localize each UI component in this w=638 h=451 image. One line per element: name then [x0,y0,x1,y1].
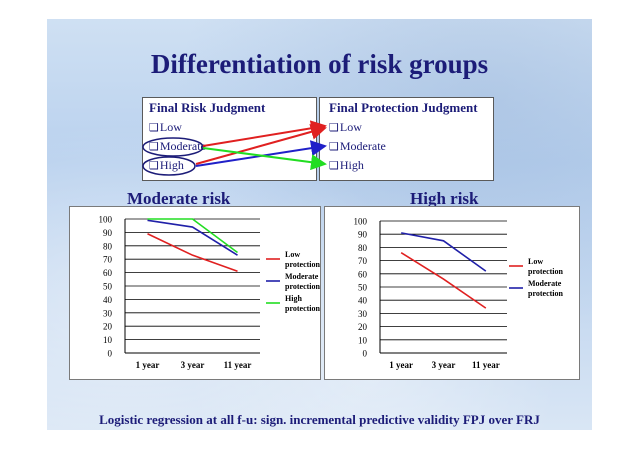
footer-note: Logistic regression at all f-u: sign. in… [99,412,540,427]
y-tick-label: 40 [358,296,368,306]
series-line [147,233,238,273]
y-tick-label: 20 [103,322,113,332]
protection-option-moderate-label: Moderate [339,139,386,153]
y-tick-label: 100 [99,215,113,225]
y-tick-label: 90 [358,230,368,240]
protection-option-moderate: ❑Moderate [329,139,386,154]
y-tick-label: 70 [103,255,113,265]
checkbox-icon: ❑ [329,159,339,172]
protection-option-low-label: Low [339,120,362,134]
risk-option-low: ❑Low [149,120,182,135]
chart-title-high-risk: High risk [410,189,479,208]
checkbox-icon: ❑ [149,121,159,134]
protection-judgment-box [319,97,494,181]
y-tick-label: 60 [358,269,368,279]
checkbox-icon: ❑ [149,140,159,153]
risk-judgment-heading: Final Risk Judgment [149,100,266,115]
risk-option-low-label: Low [159,120,182,134]
y-tick-label: 20 [358,322,368,332]
series-line [147,218,238,254]
y-tick-label: 60 [103,268,113,278]
y-tick-label: 100 [354,217,368,227]
y-tick-label: 30 [103,308,113,318]
y-tick-label: 70 [358,256,368,266]
series-line [401,232,487,272]
checkbox-icon: ❑ [149,159,159,172]
line-chart-moderate-risk: 0 10 20 30 40 50 60 70 80 90 100 1 year 3 year 11 yea… [99,215,321,371]
protection-judgment-heading: Final Protection Judgment [329,100,478,115]
x-tick-label: 11 year [224,360,252,370]
arrow-moderate-to-low [202,120,327,147]
risk-option-high: ❑High [149,158,184,173]
y-tick-label: 30 [358,309,368,319]
y-tick-label: 80 [103,241,113,251]
risk-option-moderate-label: Moderate [159,139,206,153]
y-tick-label: 40 [103,295,113,305]
protection-option-high: ❑High [329,158,364,173]
y-tick-label: 50 [103,282,113,292]
slide: Differentiation of risk groups Final Ris… [47,19,592,430]
protection-option-high-label: High [339,158,364,172]
legend-label: protection [528,267,564,276]
y-tick-label: 80 [358,243,368,253]
series-line [400,252,487,309]
legend-label: protection [285,304,320,313]
x-tick-label: 1 year [389,360,413,370]
x-tick-label: 3 year [181,360,205,370]
x-tick-label: 11 year [472,360,500,370]
checkbox-icon: ❑ [329,121,339,134]
legend-label: High [285,294,302,303]
x-tick-label: 3 year [432,360,456,370]
chart-panel-high-risk: 0 10 20 30 40 50 60 70 80 90 100 1 year 3 year 11 yea… [324,206,580,380]
series-line [147,219,238,256]
judgment-arrows [142,120,327,176]
arrow-moderate-to-high [202,147,327,171]
line-chart-high-risk: 0 10 20 30 40 50 60 70 80 90 100 1 year 3 year 11 yea… [354,217,564,371]
arrow-high-to-low [195,124,327,165]
y-tick-label: 0 [363,349,368,359]
y-tick-label: 10 [103,335,113,345]
y-tick-label: 0 [108,349,113,359]
legend-label: Low [285,250,300,259]
chart-panel-moderate-risk: 0 10 20 30 40 50 60 70 80 90 100 1 year 3 year 11 yea… [69,206,321,380]
risk-option-high-label: High [159,158,184,172]
legend-label: protection [285,260,320,269]
legend-label: Moderate [528,279,562,288]
y-tick-label: 50 [358,283,368,293]
slide-title: Differentiation of risk groups [150,49,489,79]
legend-label: protection [285,282,320,291]
protection-option-low: ❑Low [329,120,362,135]
y-tick-label: 10 [358,335,368,345]
legend-label: Low [528,257,543,266]
risk-option-moderate: ❑Moderate [149,139,206,154]
moderate-highlight-ellipse [142,137,204,157]
chart-title-moderate-risk: Moderate risk [127,189,231,208]
checkbox-icon: ❑ [329,140,339,153]
y-tick-label: 90 [103,228,113,238]
high-highlight-ellipse [142,156,196,176]
x-tick-label: 1 year [136,360,160,370]
legend-label: Moderate [285,272,319,281]
legend-label: protection [528,289,564,298]
